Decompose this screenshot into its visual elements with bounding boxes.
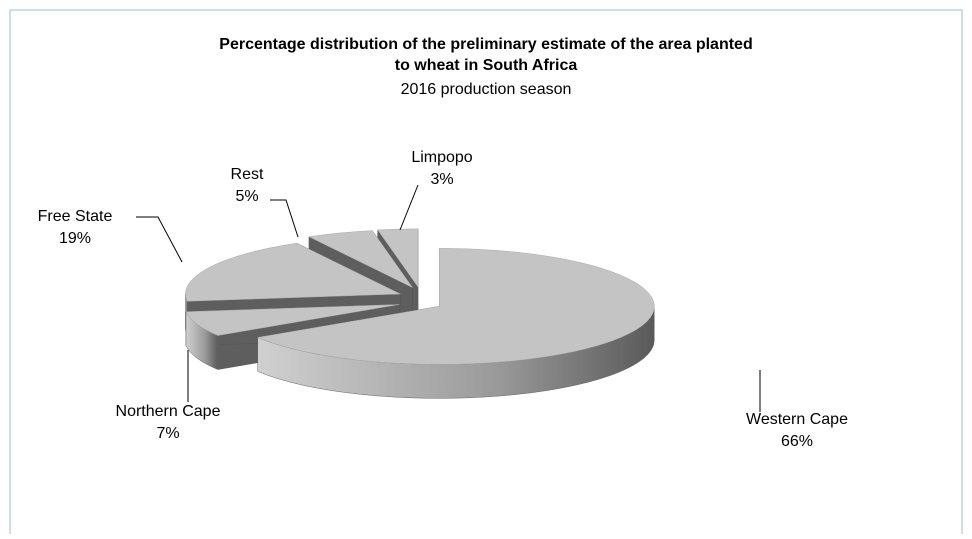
category-label: Free State [38, 208, 113, 225]
slice-top [185, 242, 401, 302]
category-label: Limpopo [411, 149, 472, 166]
slice-top [256, 248, 655, 365]
category-label: Northern Cape [116, 403, 221, 420]
slice-top [308, 230, 413, 288]
category-label: Rest [231, 166, 264, 183]
value-label: 19% [59, 230, 91, 247]
leader-line [136, 216, 183, 263]
leader-line [270, 199, 299, 238]
value-label: 5% [235, 188, 258, 205]
slice-top [185, 304, 400, 336]
value-label: 3% [430, 171, 453, 188]
chart-subtitle: 2016 production season [401, 81, 572, 98]
category-label: Western Cape [746, 411, 848, 428]
chart-frame [9, 9, 963, 539]
leader-line [399, 184, 419, 231]
value-label: 66% [781, 433, 813, 450]
chart-title: Percentage distribution of the prelimina… [219, 36, 752, 74]
slice-top [377, 228, 419, 288]
slice [256, 248, 655, 399]
value-label: 7% [156, 425, 179, 442]
